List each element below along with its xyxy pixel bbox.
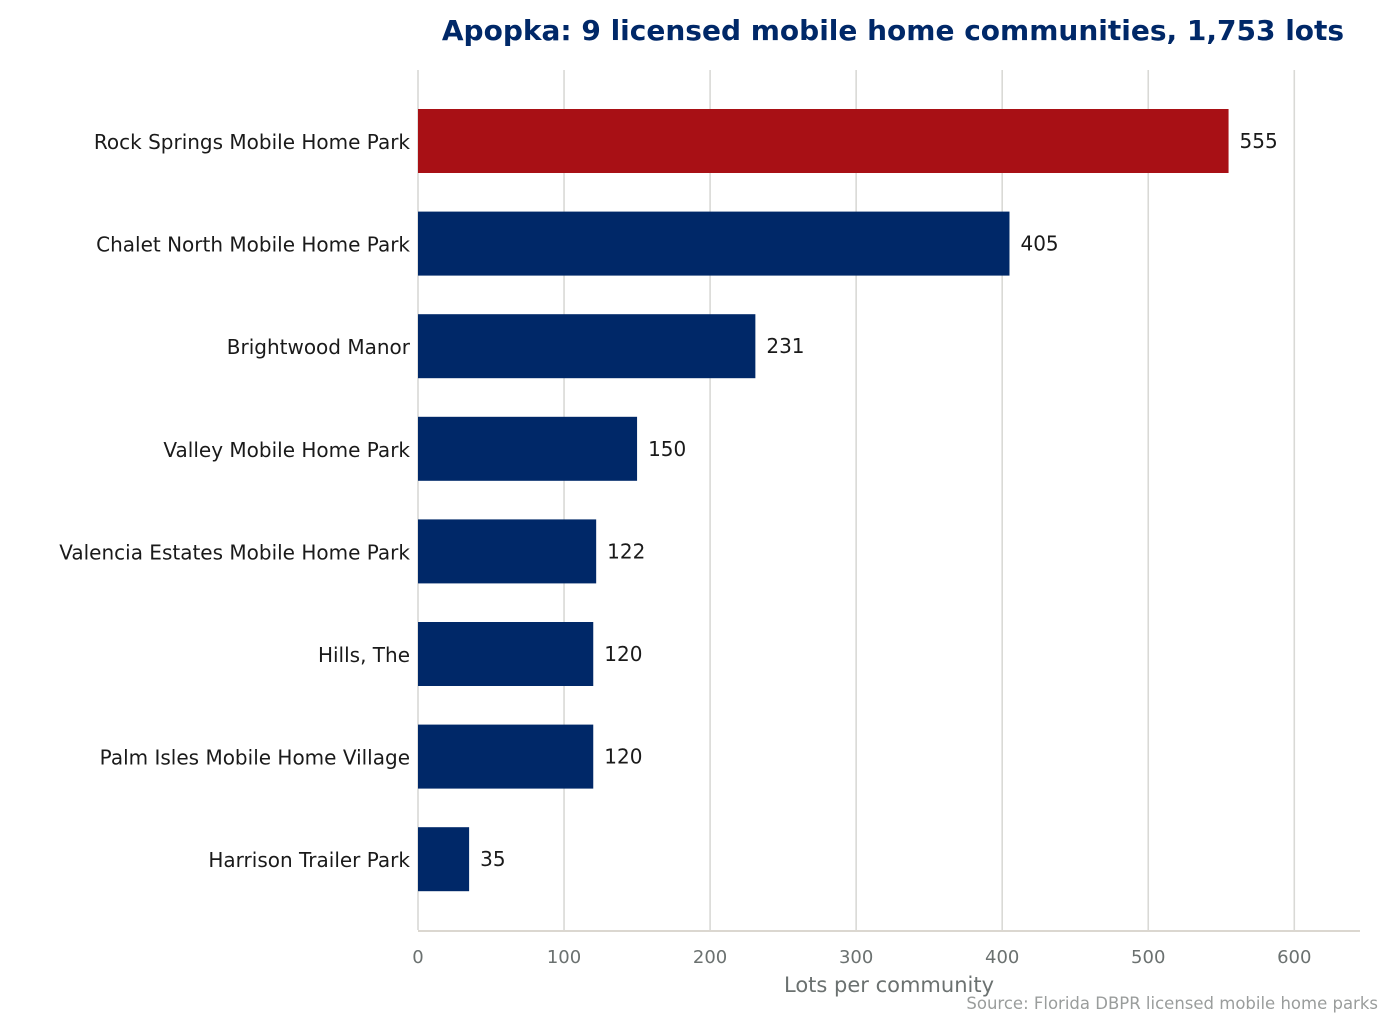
category-label-2: Brightwood Manor — [227, 335, 411, 359]
value-label-7: 35 — [480, 847, 505, 871]
value-label-1: 405 — [1020, 232, 1058, 256]
x-axis-ticks: 0 100 200 300 400 500 600 — [412, 947, 1311, 968]
bar-2 — [418, 314, 756, 379]
bar-5 — [418, 622, 594, 686]
value-label-2: 231 — [766, 334, 804, 358]
bar-0 — [418, 109, 1229, 173]
value-label-6: 120 — [604, 745, 642, 769]
bar-6 — [418, 724, 594, 789]
bar-3 — [418, 416, 638, 481]
value-label-5: 120 — [604, 642, 642, 666]
category-label-4: Valencia Estates Mobile Home Park — [59, 540, 410, 564]
x-tick-label-300: 300 — [839, 947, 873, 968]
x-axis-title: Lots per community — [784, 973, 994, 997]
category-label-3: Valley Mobile Home Park — [163, 438, 410, 462]
value-label-4: 122 — [607, 539, 645, 563]
x-tick-label-200: 200 — [693, 947, 727, 968]
category-label-7: Harrison Trailer Park — [208, 848, 410, 872]
value-label-3: 150 — [648, 437, 686, 461]
category-label-0: Rock Springs Mobile Home Park — [94, 130, 411, 154]
category-label-6: Palm Isles Mobile Home Village — [100, 746, 410, 770]
category-labels: Rock Springs Mobile Home Park Chalet Nort… — [59, 130, 411, 872]
bar-1 — [418, 211, 1010, 276]
x-tick-label-0: 0 — [412, 947, 423, 968]
gridlines — [417, 70, 1296, 930]
x-tick-label-400: 400 — [985, 947, 1019, 968]
value-labels: 555 405 231 150 122 120 120 35 — [480, 129, 1278, 871]
chart-title: Apopka: 9 licensed mobile home communiti… — [442, 14, 1344, 47]
category-label-5: Hills, The — [318, 643, 410, 667]
bar-4 — [418, 519, 597, 584]
bars — [418, 109, 1229, 892]
value-label-0: 555 — [1240, 129, 1278, 153]
category-label-1: Chalet North Mobile Home Park — [96, 233, 410, 257]
source-note: Source: Florida DBPR licensed mobile hom… — [966, 994, 1378, 1013]
bar-7 — [418, 827, 470, 892]
x-tick-label-600: 600 — [1277, 947, 1311, 968]
x-tick-label-500: 500 — [1131, 947, 1165, 968]
x-tick-label-100: 100 — [547, 947, 581, 968]
